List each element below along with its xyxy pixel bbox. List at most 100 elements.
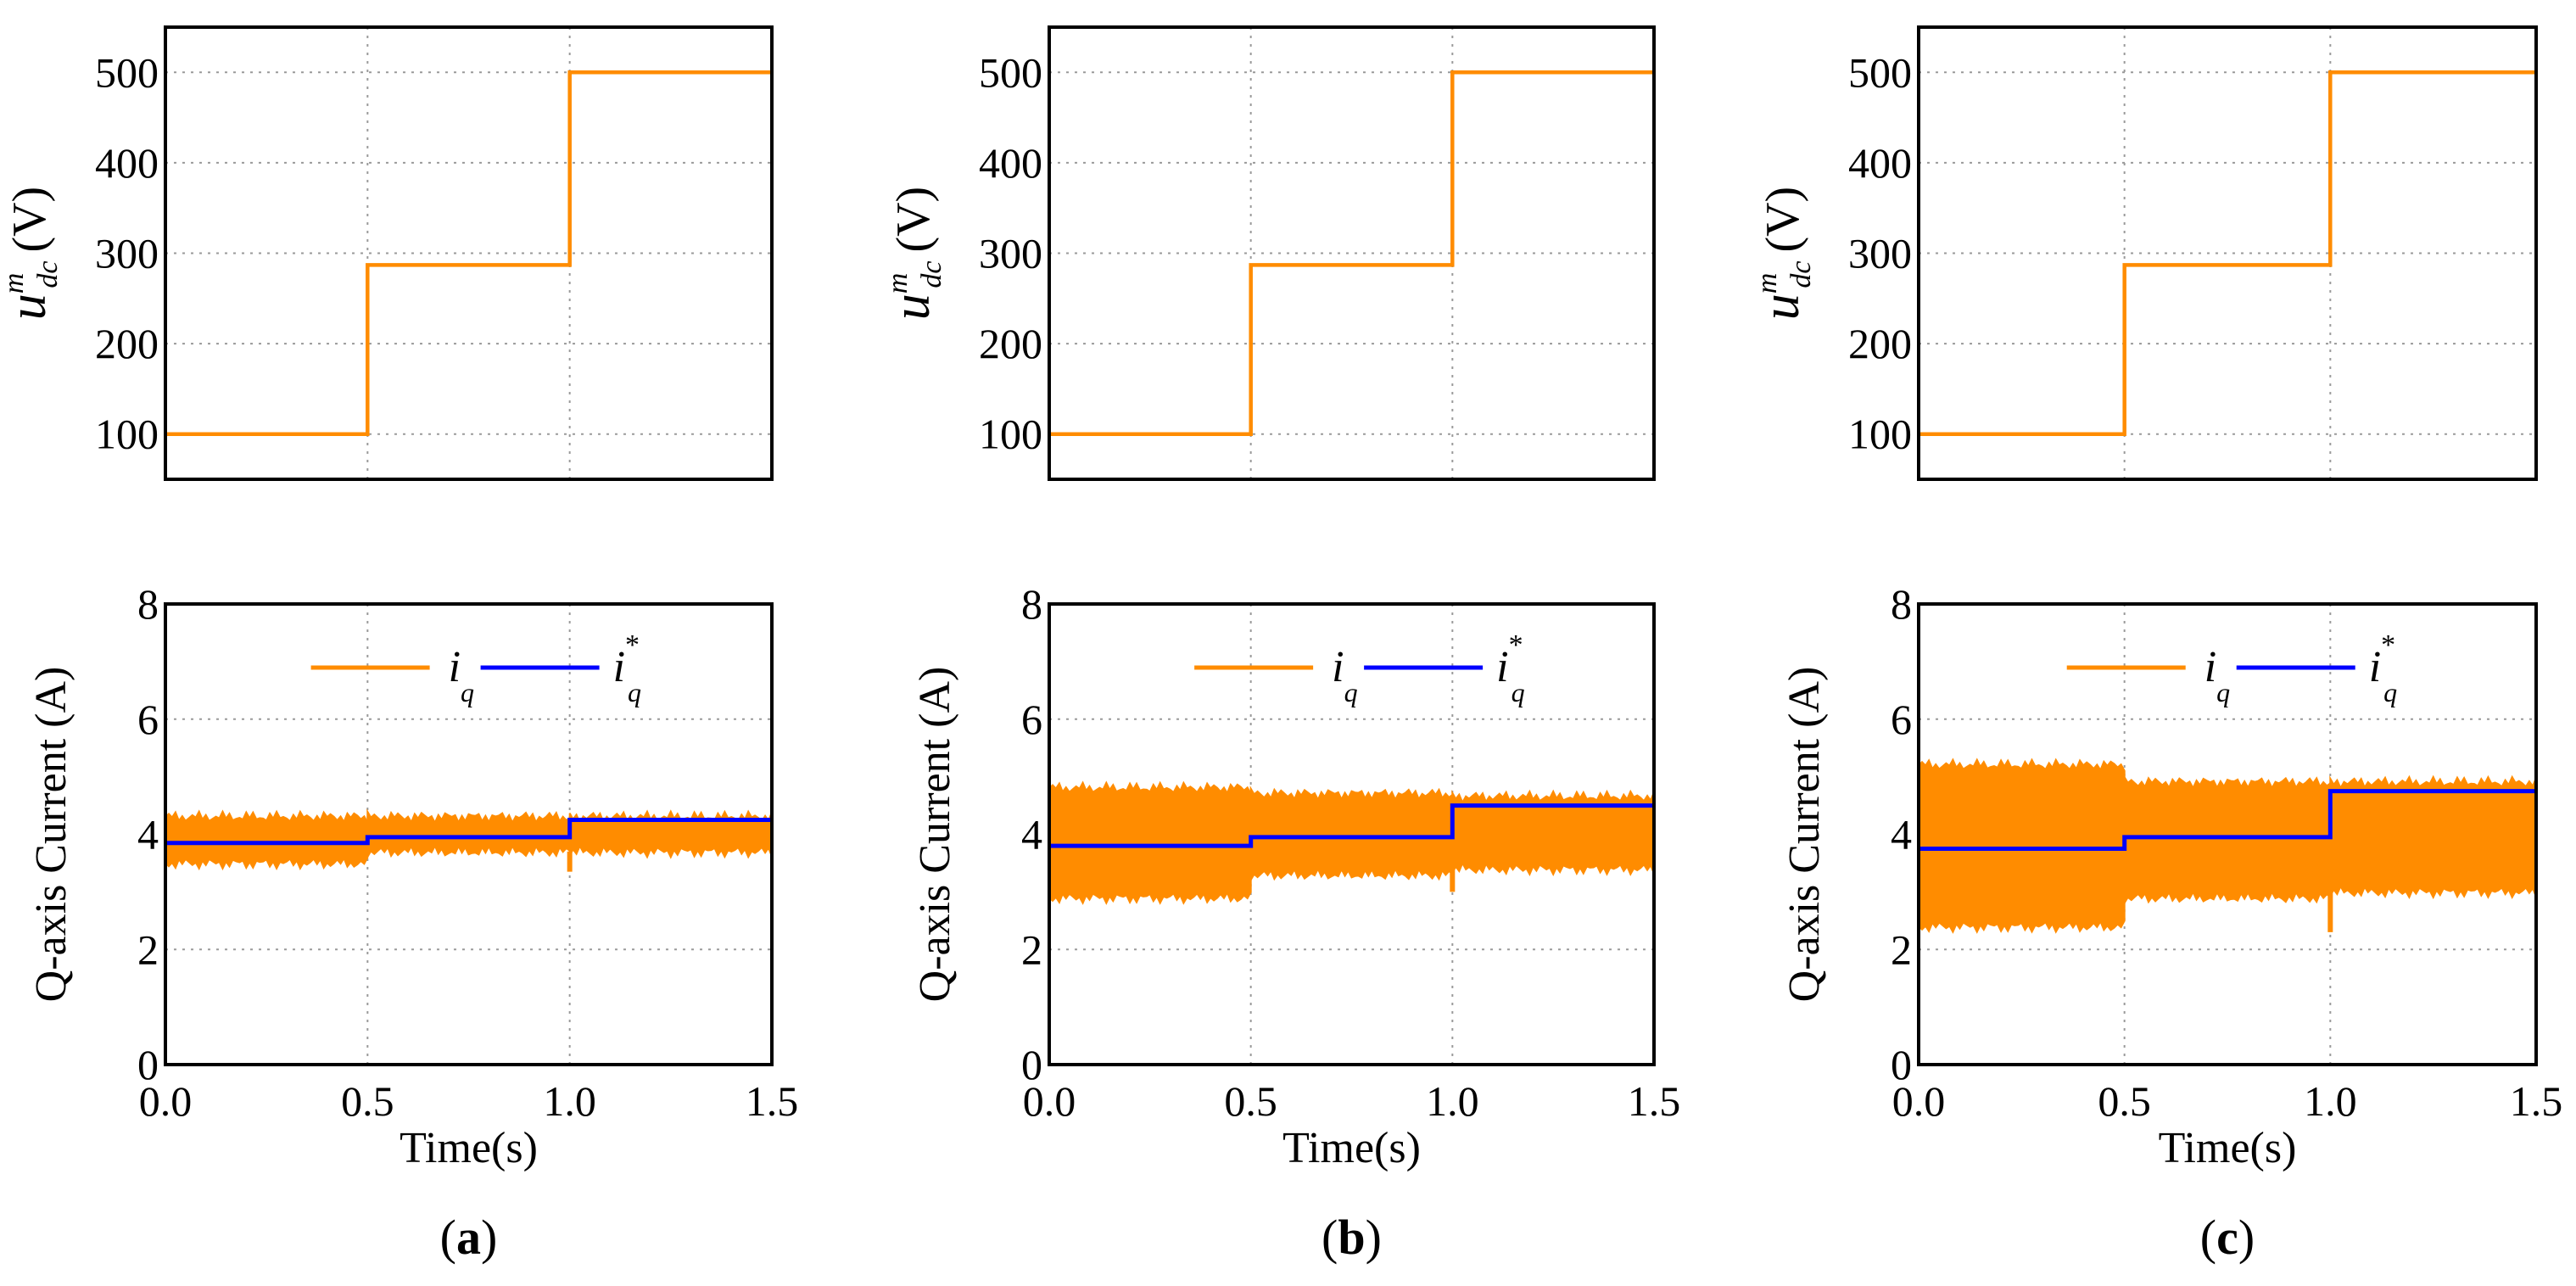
- panel-a-voltage-ytick-label: 500: [95, 48, 159, 96]
- panel-a-current-xtick-label: 0.5: [341, 1077, 394, 1125]
- panel-b-voltage-ylabel: umdc (V): [882, 187, 947, 320]
- caption-b: (b): [1322, 1210, 1382, 1265]
- caption-close-paren: ): [481, 1210, 497, 1265]
- caption-a: (a): [440, 1210, 498, 1265]
- panel-a-current-xlabel: Time(s): [400, 1124, 538, 1172]
- panel-c-voltage-series-line: [1919, 70, 2536, 436]
- panel-a-current-iq-band-0: [165, 809, 369, 871]
- panel-a-current-frame: [164, 602, 774, 1066]
- panel-b-current-xlabel: Time(s): [1282, 1124, 1421, 1172]
- panel-a-current-xtick-label: 0.0: [139, 1077, 193, 1125]
- legend-iq-subscript: q: [461, 677, 474, 707]
- panel-b-voltage-frame: [1048, 25, 1656, 481]
- panel-c-current-legend-iqref-label: i* q: [2369, 629, 2397, 707]
- panel-b-current-iq-band-1: [1249, 786, 1454, 883]
- legend-iqref-symbol: i: [2369, 643, 2381, 691]
- panel-c-current-ytick-label: 2: [1891, 925, 1912, 973]
- panel-b-voltage-ytick-label: 300: [979, 230, 1042, 277]
- panel-c-current-iqref-line: [1919, 789, 2536, 851]
- panel-a-current-xtick-label: 1.0: [543, 1077, 596, 1125]
- panel-c-voltage-ytick-label: 300: [1848, 230, 1912, 277]
- panel-a-voltage-series-line: [165, 70, 772, 436]
- legend-iq-subscript: q: [2216, 677, 2230, 707]
- caption-letter: c: [2216, 1210, 2238, 1265]
- ylabel-superscript: m: [882, 273, 914, 294]
- panel-c-voltage-ytick-label: 200: [1848, 320, 1912, 367]
- panel-b-current-ytick-label: 6: [1021, 696, 1042, 743]
- panel-b-current-xtick-label: 0.0: [1023, 1077, 1076, 1125]
- panel-c-voltage-ytick-label: 500: [1848, 48, 1912, 96]
- ylabel-unit: (V): [3, 187, 56, 253]
- panel-a-current-ytick-label: 8: [137, 580, 159, 628]
- ylabel-symbol: u: [883, 294, 941, 320]
- panel-a-current-chart: 0 2 4 6 8 0.0 0.5 1.0 1.5 Time(s) Q-axis Current (…: [27, 580, 798, 1265]
- panel-a-current-ytick-label: 0: [137, 1041, 159, 1088]
- ylabel-unit: (V): [1757, 187, 1809, 253]
- panel-c-current-ytick-label: 8: [1891, 580, 1912, 628]
- panel-c-voltage-ytick-label: 400: [1848, 139, 1912, 187]
- panel-b-current-xtick-label: 1.5: [1628, 1077, 1681, 1125]
- panel-c-current-xtick-label: 1.5: [2510, 1077, 2563, 1125]
- panel-a-voltage-frame: [164, 25, 774, 481]
- panel-b-current-ytick-label: 2: [1021, 925, 1042, 973]
- caption-open-paren: (: [2200, 1210, 2216, 1265]
- panel-c-current-xlabel: Time(s): [2159, 1124, 2297, 1172]
- panel-a-current-ytick-label: 6: [137, 696, 159, 743]
- panel-b-current-legend-iq-label: iq: [1332, 643, 1357, 707]
- panel-a-voltage-ytick-label: 400: [95, 139, 159, 187]
- ylabel-unit: (V): [887, 187, 940, 253]
- panel-c-current-iq-band-2: [2329, 774, 2537, 900]
- legend-iq-subscript: q: [1344, 677, 1358, 707]
- panel-b-current-chart: 0 2 4 6 8 0.0 0.5 1.0 1.5 Time(s) Q-axis Current (…: [911, 580, 1680, 1265]
- caption-letter: a: [456, 1210, 481, 1265]
- panel-a-current-iqref-line: [165, 818, 772, 846]
- panel-b-current-xtick-label: 0.5: [1224, 1077, 1277, 1125]
- panel-c-current-chart: 0 2 4 6 8 0.0 0.5 1.0 1.5 Time(s) Q-axis Current (…: [1780, 580, 2562, 1265]
- panel-b-current-ytick-label: 8: [1021, 580, 1042, 628]
- ylabel-subscript: dc: [1785, 261, 1817, 288]
- panel-a-current-legend-iqref-label: i* q: [613, 629, 641, 707]
- legend-iqref-superscript: *: [1509, 629, 1523, 661]
- panel-b-voltage-ytick-label: 400: [979, 139, 1042, 187]
- panel-c-voltage-chart: 100 200 300 400 500 umdc (V): [1752, 25, 2538, 481]
- legend-iq-symbol: i: [1332, 643, 1344, 691]
- caption-open-paren: (: [1322, 1210, 1338, 1265]
- legend-iqref-subscript: q: [628, 677, 641, 707]
- panel-c-current-ytick-label: 6: [1891, 696, 1912, 743]
- panel-a-current-ytick-label: 4: [137, 811, 159, 858]
- panel-b-current-frame: [1048, 602, 1656, 1066]
- panel-c-current-iq-band-0: [1918, 758, 2126, 934]
- panel-c-current-ytick-label: 4: [1891, 811, 1912, 858]
- caption-letter: b: [1338, 1210, 1365, 1265]
- panel-a-current-ytick-label: 2: [137, 925, 159, 973]
- panel-a-voltage-ytick-label: 300: [95, 230, 159, 277]
- caption-open-paren: (: [440, 1210, 456, 1265]
- legend-iq-symbol: i: [449, 643, 461, 691]
- panel-c-current-xtick-label: 1.0: [2304, 1077, 2357, 1125]
- caption-close-paren: ): [1366, 1210, 1382, 1265]
- panel-a-current-ylabel: Q-axis Current (A): [27, 667, 75, 1003]
- panel-c-voltage-ylabel: umdc (V): [1752, 187, 1817, 320]
- legend-iqref-subscript: q: [2383, 677, 2397, 707]
- panel-c-current-xtick-label: 0.5: [2098, 1077, 2151, 1125]
- panel-b-voltage-chart: 100 200 300 400 500 umdc (V): [882, 25, 1656, 481]
- panel-b-current-iqref-line: [1049, 803, 1654, 848]
- panel-b-current-xtick-label: 1.0: [1426, 1077, 1479, 1125]
- panel-a-voltage-ytick-label: 200: [95, 320, 159, 367]
- legend-iqref-superscript: *: [2381, 629, 2395, 661]
- panel-a-voltage-ytick-label: 100: [95, 411, 159, 458]
- ylabel-superscript: m: [0, 273, 30, 294]
- panel-b-voltage-ytick-label: 200: [979, 320, 1042, 367]
- panel-c-current-xtick-label: 0.0: [1892, 1077, 1946, 1125]
- ylabel-superscript: m: [1752, 273, 1783, 294]
- panel-b-current-legend-iqref-label: i* q: [1496, 629, 1524, 707]
- panel-a-current-legend-iq-label: iq: [449, 643, 474, 707]
- panel-b-current-ytick-label: 0: [1021, 1041, 1042, 1088]
- panel-c-current-frame: [1917, 602, 2538, 1066]
- panel-a-voltage-chart: 100 200 300 400 500 umdc (V): [0, 25, 774, 481]
- ylabel-symbol: u: [0, 294, 57, 320]
- ylabel-symbol: u: [1752, 294, 1810, 320]
- panel-a-current-iq-band-1: [366, 808, 571, 860]
- panel-a-current-xtick-label: 1.5: [746, 1077, 799, 1125]
